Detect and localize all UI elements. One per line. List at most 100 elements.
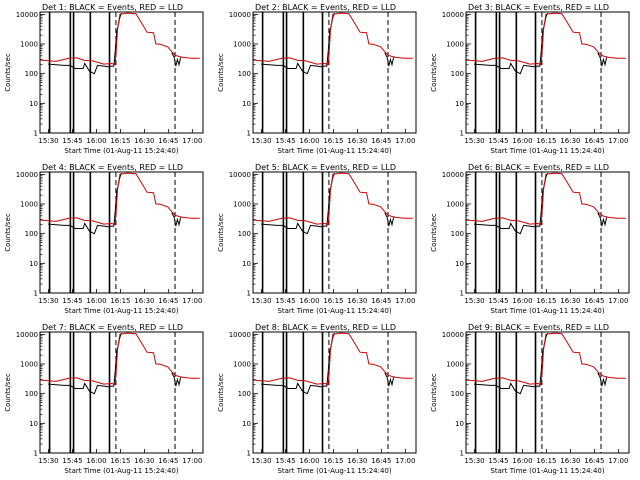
y-tick-label: 1000 <box>20 201 38 209</box>
x-tick-label: 15:45 <box>62 297 82 305</box>
y-tick-label: 1 <box>460 130 464 138</box>
x-tick-label: 16:45 <box>584 137 604 145</box>
y-tick-label: 1000 <box>446 41 464 49</box>
series-line-events <box>260 12 335 75</box>
x-tick-label: 15:30 <box>251 457 271 465</box>
y-tick-label: 10000 <box>442 331 464 339</box>
plot-frame <box>39 331 204 454</box>
y-tick-label: 100 <box>25 230 38 238</box>
series-line-events <box>597 372 608 387</box>
y-tick-label: 10 <box>455 260 464 268</box>
y-tick-label: 10 <box>242 420 251 428</box>
x-axis-title: Start Time (01-Aug-11 15:24:40) <box>64 147 178 155</box>
x-tick-label: 17:00 <box>182 137 202 145</box>
panel-title: Det 1: BLACK = Events, RED = LLD <box>42 3 183 12</box>
plot-frame <box>252 11 417 134</box>
x-tick-label: 16:15 <box>536 457 556 465</box>
y-tick-label: 1 <box>34 450 38 458</box>
plot-frame <box>465 171 630 294</box>
plot-frame <box>465 11 630 134</box>
series-line-events <box>384 212 395 227</box>
series-line-lld <box>253 172 413 226</box>
y-tick-label: 1 <box>34 290 38 298</box>
detector-panel-5: 1 10 100 1000 10000 15:30 15:45 16:00 16:15 16:30… <box>217 163 417 315</box>
x-tick-label: 15:30 <box>464 137 484 145</box>
y-tick-label: 10000 <box>442 171 464 179</box>
series-line-events <box>171 52 182 67</box>
x-tick-label: 16:15 <box>110 137 130 145</box>
detector-panel-3: 1 10 100 1000 10000 15:30 15:45 16:00 16:15 16:30… <box>430 3 630 155</box>
x-tick-label: 17:00 <box>182 457 202 465</box>
x-tick-label: 16:00 <box>299 457 319 465</box>
x-tick-label: 16:00 <box>299 297 319 305</box>
x-tick-label: 16:45 <box>371 297 391 305</box>
y-tick-label: 1000 <box>20 41 38 49</box>
plot-frame <box>252 171 417 294</box>
panel-title: Det 7: BLACK = Events, RED = LLD <box>42 323 183 332</box>
x-tick-label: 15:45 <box>275 297 295 305</box>
x-tick-label: 16:15 <box>323 297 343 305</box>
x-tick-label: 16:15 <box>536 137 556 145</box>
plot-frame <box>39 11 204 134</box>
y-tick-label: 100 <box>451 230 464 238</box>
x-tick-label: 16:30 <box>560 297 580 305</box>
y-tick-label: 100 <box>238 70 251 78</box>
series-line-lld <box>466 12 626 66</box>
x-tick-label: 16:30 <box>560 137 580 145</box>
x-tick-label: 17:00 <box>608 137 628 145</box>
x-tick-label: 16:30 <box>347 297 367 305</box>
series-line-events <box>473 12 548 75</box>
x-tick-label: 15:45 <box>275 457 295 465</box>
series-line-events <box>384 372 395 387</box>
y-tick-label: 10 <box>29 100 38 108</box>
x-tick-label: 16:15 <box>110 297 130 305</box>
x-tick-label: 16:00 <box>86 297 106 305</box>
y-axis-title: Counts/sec <box>4 373 12 412</box>
y-tick-label: 100 <box>238 230 251 238</box>
y-tick-label: 1000 <box>233 41 251 49</box>
y-tick-label: 10000 <box>16 11 38 19</box>
series-line-lld <box>466 332 626 386</box>
y-axis-title: Counts/sec <box>430 213 438 252</box>
series-line-lld <box>40 172 200 226</box>
series-line-events <box>47 12 122 75</box>
x-tick-label: 17:00 <box>608 297 628 305</box>
y-tick-label: 10 <box>455 420 464 428</box>
y-tick-label: 100 <box>451 390 464 398</box>
series-line-events <box>47 172 122 235</box>
x-tick-label: 16:00 <box>299 137 319 145</box>
x-tick-label: 15:45 <box>275 137 295 145</box>
x-tick-label: 16:00 <box>512 457 532 465</box>
x-tick-label: 16:45 <box>158 457 178 465</box>
panel-title: Det 2: BLACK = Events, RED = LLD <box>255 3 396 12</box>
y-tick-label: 1 <box>460 290 464 298</box>
y-tick-label: 10000 <box>229 11 251 19</box>
x-tick-label: 16:30 <box>134 457 154 465</box>
y-tick-label: 1000 <box>233 361 251 369</box>
panel-title: Det 5: BLACK = Events, RED = LLD <box>255 163 396 172</box>
series-line-events <box>47 332 122 395</box>
x-tick-label: 15:30 <box>464 457 484 465</box>
x-tick-label: 15:45 <box>62 137 82 145</box>
detector-panel-9: 1 10 100 1000 10000 15:30 15:45 16:00 16:15 16:30… <box>430 323 630 475</box>
detector-panel-4: 1 10 100 1000 10000 15:30 15:45 16:00 16:15 16:30… <box>4 163 204 315</box>
x-tick-label: 16:15 <box>323 137 343 145</box>
x-tick-label: 15:30 <box>251 137 271 145</box>
series-line-events <box>171 212 182 227</box>
x-tick-label: 15:45 <box>62 457 82 465</box>
x-tick-label: 16:00 <box>512 137 532 145</box>
x-axis-title: Start Time (01-Aug-11 15:24:40) <box>277 467 391 475</box>
panel-title: Det 4: BLACK = Events, RED = LLD <box>42 163 183 172</box>
y-tick-label: 10000 <box>16 331 38 339</box>
y-tick-label: 10000 <box>442 11 464 19</box>
y-tick-label: 100 <box>25 390 38 398</box>
detector-panel-7: 1 10 100 1000 10000 15:30 15:45 16:00 16:15 16:30… <box>4 323 204 475</box>
x-tick-label: 16:00 <box>86 137 106 145</box>
series-line-events <box>473 172 548 235</box>
y-tick-label: 1000 <box>446 361 464 369</box>
x-tick-label: 16:45 <box>158 297 178 305</box>
x-tick-label: 17:00 <box>395 137 415 145</box>
y-tick-label: 10000 <box>16 171 38 179</box>
x-tick-label: 15:30 <box>38 457 58 465</box>
